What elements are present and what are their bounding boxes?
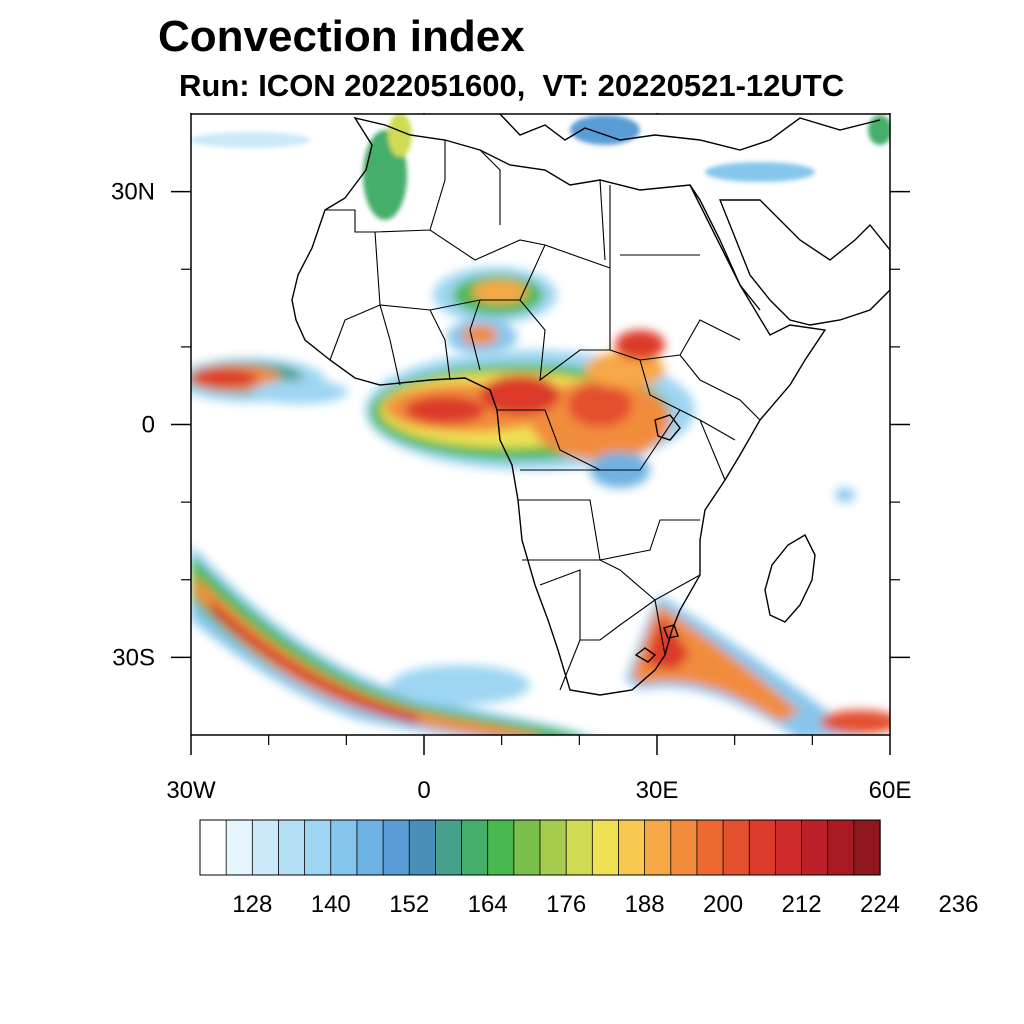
colorbar: 128 140 152 164 176 188 200 212 224 236 [199,819,978,918]
x-tick-label: 0 [417,777,430,804]
colorbar-label: 236 [938,891,978,918]
europe-coast [499,114,881,151]
chart-subtitle: Run: ICON 2022051600, VT: 20220521-12UTC [179,68,845,103]
chart-title: Convection index [158,12,525,61]
colorbar-label: 128 [232,891,272,918]
sahel-cells [433,267,557,355]
colorbar-swatch [382,819,410,876]
colorbar-swatch [251,819,280,876]
colorbar-label: 188 [625,891,665,918]
colorbar-label: 212 [782,891,822,918]
colorbar-swatch [278,819,306,876]
colorbar-swatch [408,819,437,876]
colorbar-swatch [434,819,463,876]
gulf-of-guinea-band [191,358,348,404]
colorbar-label: 140 [311,891,351,918]
x-tick-label: 60E [869,777,912,804]
x-tick-label: 30E [636,777,679,804]
coastlines-borders [291,114,890,696]
colorbar-swatch [644,819,672,876]
colorbar-swatch [330,819,358,876]
colorbar-label: 176 [546,891,586,918]
colorbar-swatch [591,819,620,876]
arabian-peninsula [718,199,890,326]
colorbar-swatch [618,819,646,876]
colorbar-swatch [853,819,881,876]
colorbar-swatch [225,819,254,876]
colorbar-label: 200 [703,891,743,918]
x-tick-label: 30W [166,777,216,804]
colorbar-swatch [827,819,855,876]
colorbar-swatch [748,819,777,876]
colorbar-swatch [722,819,750,876]
colorbar-swatch [304,819,332,876]
colorbar-swatch [696,819,724,876]
colorbar-frame [199,819,881,876]
colorbar-swatch [565,819,594,876]
colorbar-swatch [513,819,541,876]
northern-bands [191,114,890,220]
madagascar [764,534,816,623]
colorbar-swatch [461,819,489,876]
colorbar-label: 224 [860,891,900,918]
colorbar-swatch [487,819,515,876]
y-tick-label: 30N [111,179,155,206]
lesotho-eswatini [634,624,679,663]
colorbar-swatch [539,819,567,876]
y-tick-label: 0 [142,412,155,439]
colorbar-swatch [801,819,829,876]
south-atlantic-frontal-band [191,545,586,735]
colorbar-label: 164 [468,891,508,918]
y-tick-label: 30S [112,644,155,671]
lake-victoria [654,414,681,441]
colorbar-label: 152 [389,891,429,918]
red-sea-coast [689,184,761,311]
colorbar-swatch [774,819,803,876]
colorbar-swatch [356,819,384,876]
colorbar-swatch [199,819,227,876]
interior-borders [325,140,761,691]
axes: 30W 0 30E 60E 30N 0 30S [111,113,911,804]
colorbar-swatch [670,819,698,876]
mozambique-channel-band [625,488,890,735]
